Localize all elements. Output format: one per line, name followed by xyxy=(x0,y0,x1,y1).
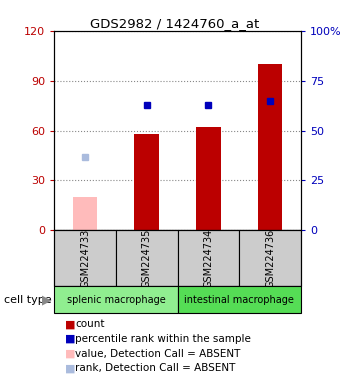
Text: GSM224735: GSM224735 xyxy=(142,228,152,288)
Bar xyxy=(196,127,221,230)
Text: cell type: cell type xyxy=(4,295,51,305)
Text: count: count xyxy=(75,319,105,329)
Bar xyxy=(239,230,301,286)
Bar xyxy=(54,230,116,286)
Text: ■: ■ xyxy=(65,349,75,359)
Text: ■: ■ xyxy=(65,334,75,344)
Bar xyxy=(73,197,97,230)
Bar xyxy=(258,64,282,230)
Text: ▶: ▶ xyxy=(42,293,52,306)
Text: ■: ■ xyxy=(65,363,75,373)
Bar xyxy=(177,286,301,313)
Text: intestinal macrophage: intestinal macrophage xyxy=(184,295,294,305)
Text: percentile rank within the sample: percentile rank within the sample xyxy=(75,334,251,344)
Text: value, Detection Call = ABSENT: value, Detection Call = ABSENT xyxy=(75,349,241,359)
Bar xyxy=(134,134,159,230)
Text: rank, Detection Call = ABSENT: rank, Detection Call = ABSENT xyxy=(75,363,236,373)
Bar xyxy=(54,286,177,313)
Text: GSM224733: GSM224733 xyxy=(80,228,90,288)
Text: splenic macrophage: splenic macrophage xyxy=(66,295,165,305)
Text: GSM224736: GSM224736 xyxy=(265,228,275,288)
Bar xyxy=(177,230,239,286)
Text: GSM224734: GSM224734 xyxy=(203,228,214,288)
Text: ■: ■ xyxy=(65,319,75,329)
Text: GDS2982 / 1424760_a_at: GDS2982 / 1424760_a_at xyxy=(90,17,260,30)
Bar xyxy=(116,230,177,286)
